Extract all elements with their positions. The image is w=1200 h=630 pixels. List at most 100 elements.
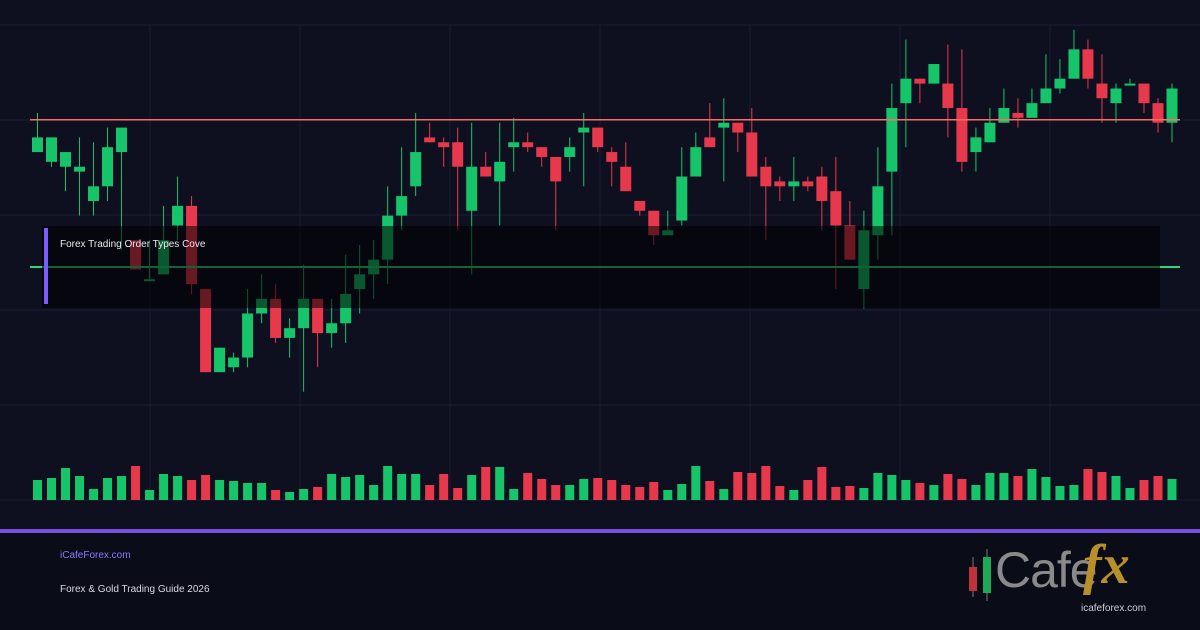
volume-bar-9 [159, 474, 169, 500]
volume-bar-28 [425, 485, 435, 500]
volume-bar-21 [327, 474, 337, 500]
candle-body-80 [1152, 103, 1164, 123]
volume-bar-46 [677, 484, 687, 500]
volume-bar-50 [733, 472, 743, 500]
candle-body-5 [102, 147, 114, 187]
volume-bar-40 [593, 478, 603, 500]
candle-body-69 [998, 108, 1010, 123]
volume-bar-33 [495, 467, 505, 500]
candle-body-54 [788, 181, 800, 187]
candle-body-17 [270, 298, 282, 338]
logo-fx: fx [1083, 534, 1130, 596]
article-title-overlay: Forex Trading Order Types Cove [42, 226, 1160, 308]
candle-body-77 [1110, 88, 1122, 104]
volume-bar-20 [313, 487, 323, 500]
guide-title: Forex & Gold Trading Guide 2026 [60, 584, 210, 595]
article-title: Forex Trading Order Types Cove [60, 239, 206, 250]
volume-bar-26 [397, 474, 407, 500]
volume-bar-41 [607, 480, 617, 500]
volume-bar-65 [943, 474, 953, 500]
candle-body-70 [1012, 112, 1024, 118]
candle-body-42 [620, 166, 632, 192]
candle-body-29 [438, 142, 450, 148]
volume-bar-54 [789, 490, 799, 500]
candle-body-38 [564, 147, 576, 157]
candle-body-72 [1040, 88, 1052, 104]
volume-bar-74 [1069, 485, 1079, 500]
volume-bar-25 [383, 466, 393, 500]
volume-bar-71 [1027, 469, 1037, 500]
candle-body-47 [690, 147, 702, 177]
volume-bar-55 [803, 480, 813, 500]
candle-body-6 [116, 127, 128, 153]
volume-bar-59 [859, 488, 869, 500]
volume-bar-7 [131, 466, 141, 500]
volume-bar-35 [523, 473, 533, 500]
candle-body-0 [32, 137, 43, 153]
volume-bar-12 [201, 475, 211, 500]
volume-bar-0 [33, 480, 42, 500]
candle-body-19 [298, 298, 310, 329]
cafefx-logo: Cafe fx icafeforex.com [965, 534, 1175, 619]
logo-url: icafeforex.com [1081, 603, 1147, 614]
volume-bar-4 [89, 489, 99, 500]
candle-body-31 [466, 166, 478, 211]
volume-bar-3 [75, 476, 85, 500]
candle-body-22 [340, 293, 352, 324]
volume-bar-77 [1111, 476, 1121, 500]
candle-body-34 [508, 142, 520, 148]
footer-divider [0, 529, 1200, 533]
candle-body-67 [970, 137, 982, 153]
volume-bar-52 [761, 466, 771, 500]
candle-body-68 [984, 122, 996, 143]
candle-body-30 [452, 142, 464, 167]
candle-body-10 [172, 205, 184, 226]
volume-bar-36 [537, 479, 547, 500]
candle-body-26 [396, 196, 408, 216]
volume-bar-60 [873, 473, 883, 500]
volume-bar-37 [551, 485, 561, 500]
volume-bar-57 [831, 487, 841, 500]
candle-body-66 [956, 108, 968, 162]
candle-body-73 [1054, 78, 1066, 89]
volume-bar-39 [579, 479, 589, 500]
volume-bar-61 [887, 475, 897, 500]
volume-bar-6 [117, 476, 127, 500]
candle-body-28 [424, 137, 436, 143]
volume-bar-62 [901, 480, 911, 500]
candle-body-43 [634, 200, 646, 211]
candle-body-40 [592, 127, 604, 148]
volume-bar-75 [1083, 469, 1093, 500]
volume-bar-10 [173, 476, 183, 500]
candle-body-37 [550, 156, 562, 182]
candle-body-62 [900, 78, 912, 104]
volume-bar-78 [1125, 488, 1135, 500]
volume-bar-42 [621, 485, 631, 500]
volume-bar-18 [285, 492, 295, 500]
candle-body-79 [1138, 83, 1150, 104]
site-link[interactable]: iCafeForex.com [60, 550, 131, 561]
volume-bar-34 [509, 489, 519, 500]
candle-body-53 [774, 181, 786, 187]
volume-bar-72 [1041, 477, 1051, 500]
candle-body-78 [1124, 83, 1136, 86]
candle-body-14 [228, 357, 240, 368]
volume-bar-30 [453, 488, 463, 500]
volume-bar-56 [817, 467, 827, 500]
volume-bar-17 [271, 490, 281, 500]
candle-body-35 [522, 142, 534, 148]
volume-bar-16 [257, 483, 267, 500]
chart-area: Forex Trading Order Types Cove [0, 24, 1200, 501]
volume-bar-79 [1139, 480, 1149, 500]
volume-bar-11 [187, 480, 197, 500]
candle-body-27 [410, 152, 422, 187]
volume-bar-73 [1055, 486, 1065, 500]
candle-body-71 [1026, 103, 1038, 118]
candle-body-48 [704, 137, 716, 148]
volume-bar-63 [915, 483, 925, 500]
candle-body-13 [214, 347, 226, 373]
candle-body-64 [928, 64, 940, 84]
candle-body-39 [578, 127, 590, 133]
candle-body-12 [200, 289, 212, 373]
candle-body-75 [1082, 49, 1094, 79]
